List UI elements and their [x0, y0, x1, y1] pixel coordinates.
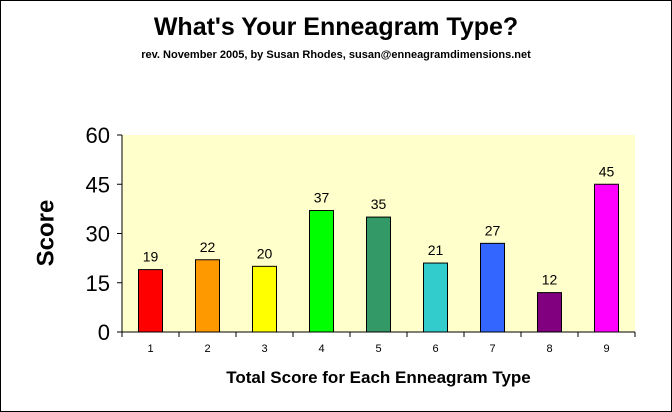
bar-type-5: [366, 216, 391, 333]
data-label: 22: [200, 239, 216, 255]
x-tick-label: 2: [204, 343, 210, 355]
x-axis-label: Total Score for Each Enneagram Type: [226, 368, 531, 387]
chart-title: What's Your Enneagram Type?: [153, 13, 519, 41]
x-tick-label: 1: [147, 343, 153, 355]
bar-type-7: [480, 242, 505, 333]
data-label: 21: [428, 242, 444, 258]
bar-type-6: [423, 262, 448, 333]
y-tick-label: 45: [86, 172, 110, 197]
bars: [138, 183, 619, 333]
bar-type-3: [252, 265, 277, 333]
y-tick-label: 60: [86, 123, 110, 148]
bar-type-8: [537, 292, 562, 333]
x-tick-label: 4: [318, 343, 324, 355]
x-tick-label: 9: [603, 343, 609, 355]
y-axis-label: Score: [32, 200, 59, 267]
y-tick-label: 15: [86, 271, 110, 296]
data-label: 45: [599, 163, 615, 179]
x-tick-label: 8: [546, 343, 552, 355]
bar-type-4: [309, 210, 334, 333]
chart-subtitle: rev. November 2005, by Susan Rhodes, sus…: [141, 49, 531, 61]
x-tick-label: 5: [375, 343, 381, 355]
data-label: 35: [371, 196, 387, 212]
y-tick-label: 0: [98, 320, 110, 345]
x-tick-label: 3: [261, 343, 267, 355]
data-label: 27: [485, 222, 501, 238]
data-label: 12: [542, 272, 558, 288]
data-label: 20: [257, 245, 273, 261]
bar-type-2: [195, 259, 220, 333]
x-tick-label: 6: [432, 343, 438, 355]
x-tick-label: 7: [489, 343, 495, 355]
bar-type-1: [138, 269, 163, 333]
bar-type-9: [594, 183, 619, 333]
data-label: 37: [314, 190, 330, 206]
y-tick-label: 30: [86, 222, 110, 247]
axes: 0 15 30 45 60: [86, 123, 636, 345]
data-label: 19: [143, 249, 159, 265]
